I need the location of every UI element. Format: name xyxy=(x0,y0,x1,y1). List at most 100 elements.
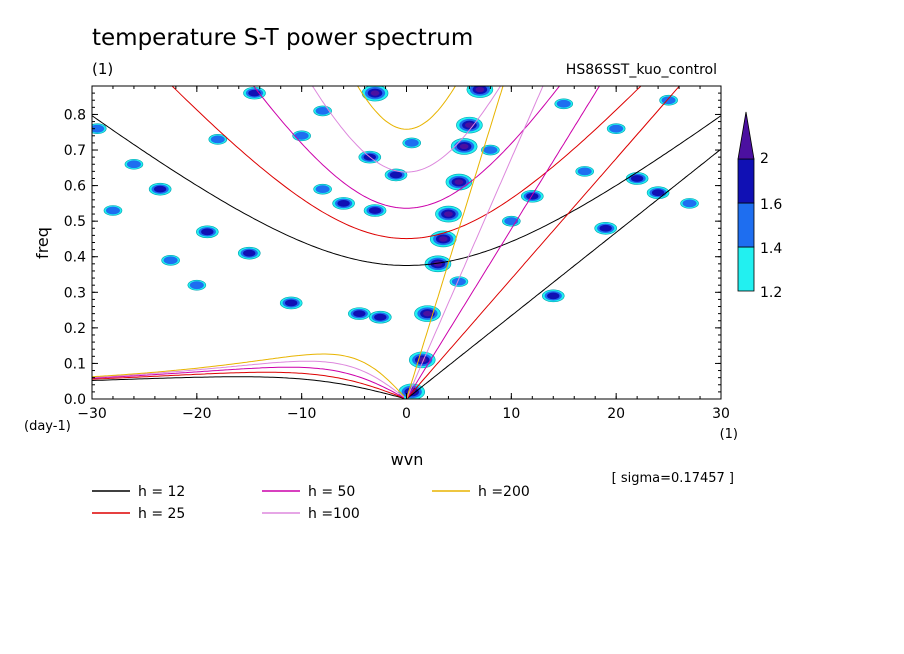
contour-blob xyxy=(520,189,544,203)
dispersion-curve-h200-kelvin xyxy=(406,86,504,399)
contour-blob xyxy=(332,197,355,210)
y-tick-label: 0.3 xyxy=(64,285,86,301)
dispersion-curve-h25-rossby xyxy=(92,371,405,399)
y-tick-label: 0.7 xyxy=(64,143,86,159)
contour-blob xyxy=(450,138,478,155)
contour-level-1.4 xyxy=(682,199,697,208)
y-axis-label: freq xyxy=(33,227,52,259)
contour-blob xyxy=(292,130,311,142)
dispersion-curve-h50-rossby xyxy=(92,366,405,399)
colorbar-swatch xyxy=(737,158,755,204)
contour-level-1.4 xyxy=(609,124,624,133)
contour-level-1.6 xyxy=(547,292,560,300)
contour-blob xyxy=(124,158,144,170)
contour-level-2 xyxy=(370,90,380,96)
y-tick-label: 0.5 xyxy=(64,214,86,230)
contour-level-1.6 xyxy=(599,224,612,232)
y-tick-label: 0.2 xyxy=(64,321,86,337)
contour-blob xyxy=(541,289,565,303)
contour-level-1.4 xyxy=(556,99,571,108)
legend-label: h = 50 xyxy=(308,484,355,500)
x-tick-label: 20 xyxy=(607,406,625,422)
contour-blob xyxy=(368,310,392,324)
contour-level-2 xyxy=(475,86,485,93)
y-tick-label: 0.0 xyxy=(64,392,86,408)
contour-level-1.4 xyxy=(315,185,330,194)
contour-blob xyxy=(449,276,469,287)
contour-level-2 xyxy=(465,122,474,128)
contour-blob xyxy=(161,254,180,266)
contour-level-1.4 xyxy=(210,135,225,144)
contour-blob xyxy=(208,134,228,145)
colorbar-label: 2 xyxy=(760,151,769,167)
contour-level-1.4 xyxy=(189,281,204,290)
colorbar-label: 1.6 xyxy=(760,197,782,213)
contour-level-1.6 xyxy=(353,310,366,318)
x-tick-label: 30 xyxy=(712,406,730,422)
contour-level-1.6 xyxy=(284,299,298,307)
contour-level-1.6 xyxy=(630,175,644,182)
colorbar: 1.2 1.4 1.6 2 xyxy=(737,111,782,301)
x-axis-label: wvn xyxy=(391,450,424,469)
y-tick-label: 0.6 xyxy=(64,179,86,195)
dispersion-curve-h200-rossby xyxy=(92,353,405,397)
dispersion-curve-h12-rossby xyxy=(92,376,405,399)
x-unit-label: (1) xyxy=(720,427,738,442)
colorbar-arrow xyxy=(737,111,755,160)
colorbar-swatch xyxy=(737,246,755,292)
dispersion-curve-h25-gravity xyxy=(171,86,642,240)
dispersion-curve-h100-kelvin xyxy=(406,86,544,399)
contour-blob xyxy=(237,246,261,260)
colorbar-label: 1.4 xyxy=(760,241,782,257)
contour-level-1.6 xyxy=(201,228,214,236)
dispersion-curve-h200-gravity xyxy=(357,86,456,130)
dispersion-curve-h12-kelvin xyxy=(406,148,721,399)
dispersion-curves xyxy=(92,86,721,399)
colorbar-swatch xyxy=(737,202,755,248)
contour-level-1.4 xyxy=(294,131,309,140)
dispersion-curve-h100-rossby xyxy=(92,360,405,398)
contour-blob xyxy=(402,137,422,149)
contour-level-2 xyxy=(459,143,469,150)
colorbar-label: 1.2 xyxy=(760,285,782,301)
contour-blob xyxy=(502,215,521,227)
legend-label: h =200 xyxy=(478,484,530,500)
y-tick-label: 0.1 xyxy=(64,356,86,372)
spectral-contours xyxy=(92,86,699,399)
dispersion-curve-h50-gravity xyxy=(252,86,561,209)
contour-blob xyxy=(348,307,371,320)
contour-blob xyxy=(445,173,473,191)
contour-level-1.4 xyxy=(163,256,178,265)
contour-level-1.4 xyxy=(483,146,498,154)
contour-blob xyxy=(466,86,494,98)
legend-label: h =100 xyxy=(308,506,360,522)
contour-level-1.6 xyxy=(389,171,403,179)
contour-blob xyxy=(680,198,699,209)
y-tick-label: 0.8 xyxy=(64,107,86,123)
chart-subtitle-right: HS86SST_kuo_control xyxy=(566,62,717,78)
contour-level-2 xyxy=(438,236,448,242)
contour-blob xyxy=(594,221,617,235)
contour-blob xyxy=(243,86,266,100)
contour-blob xyxy=(435,205,462,223)
legend-label: h = 25 xyxy=(138,506,185,522)
contour-level-1.4 xyxy=(577,167,592,176)
contour-blob xyxy=(606,123,626,134)
contour-blob xyxy=(575,166,595,177)
contour-blob xyxy=(363,204,387,217)
contour-blob xyxy=(659,94,678,106)
contour-blob xyxy=(625,172,649,185)
contour-blob xyxy=(92,123,107,134)
contour-blob xyxy=(554,98,574,110)
contour-level-1.6 xyxy=(337,199,350,207)
dispersion-curve-h50-kelvin xyxy=(406,86,601,399)
chart-subtitle-left: (1) xyxy=(92,60,113,78)
contour-blob xyxy=(481,144,500,156)
contour-level-1.6 xyxy=(526,192,539,200)
x-tick-label: 10 xyxy=(502,406,520,422)
y-unit-label: (day-1) xyxy=(24,419,71,434)
x-tick-label: −30 xyxy=(77,406,107,422)
contour-level-1.4 xyxy=(404,139,419,147)
contour-level-1.4 xyxy=(315,106,330,115)
contour-blob xyxy=(187,279,207,291)
